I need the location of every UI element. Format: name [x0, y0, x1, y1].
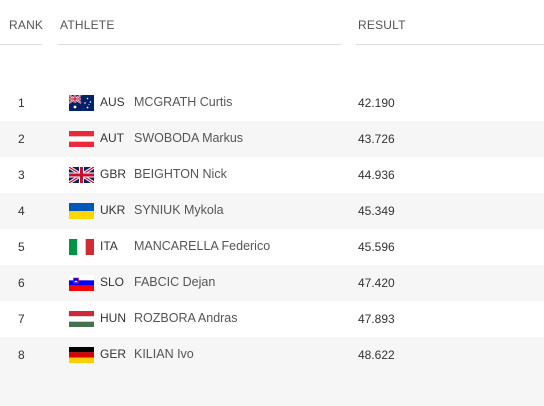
- rank-cell: 4: [18, 204, 25, 218]
- country-code: AUS: [100, 95, 125, 109]
- country-code: GER: [100, 347, 127, 361]
- result-cell: 47.893: [358, 312, 395, 326]
- result-cell: 45.349: [358, 204, 395, 218]
- athlete-column-header: ATHLETE: [60, 18, 115, 32]
- australia-flag-icon: [69, 95, 94, 111]
- results-table-header: RANK ATHLETE RESULT: [0, 0, 544, 46]
- athlete-name[interactable]: BEIGHTON Nick: [134, 167, 227, 181]
- country-code: AUT: [100, 131, 124, 145]
- table-row: 3 GBR BEIGHTON Nick 44.936: [0, 157, 544, 193]
- rank-cell: 8: [18, 348, 25, 362]
- table-row: 4 UKR SYNIUK Mykola 45.349: [0, 193, 544, 229]
- country-code: UKR: [100, 203, 126, 217]
- result-cell: 43.726: [358, 132, 395, 146]
- table-row: 8 GER KILIAN Ivo 48.622: [0, 337, 544, 373]
- result-cell: 48.622: [358, 348, 395, 362]
- rank-column-header: RANK: [9, 18, 44, 32]
- athlete-name[interactable]: SWOBODA Markus: [134, 131, 244, 145]
- rank-cell: 5: [18, 240, 25, 254]
- athlete-name[interactable]: MANCARELLA Federico: [134, 239, 271, 253]
- italy-flag-icon: [69, 239, 94, 255]
- germany-flag-icon: [69, 347, 94, 363]
- rank-cell: 2: [18, 132, 25, 146]
- country-code: GBR: [100, 167, 127, 181]
- athlete-header-divider: [58, 44, 341, 45]
- austria-flag-icon: [69, 131, 94, 147]
- table-footer-band: [0, 373, 544, 406]
- great-britain-flag-icon: [69, 167, 94, 183]
- country-code: HUN: [100, 311, 126, 325]
- table-row: 2 AUT SWOBODA Markus 43.726: [0, 121, 544, 157]
- country-code: SLO: [100, 275, 125, 289]
- result-cell: 42.190: [358, 96, 395, 110]
- result-cell: 44.936: [358, 168, 395, 182]
- table-row: 1 AUS MCGRATH Curtis 42.190: [0, 85, 544, 121]
- athlete-name[interactable]: KILIAN Ivo: [134, 347, 194, 361]
- athlete-name[interactable]: SYNIUK Mykola: [134, 203, 224, 217]
- athlete-name[interactable]: MCGRATH Curtis: [134, 95, 233, 109]
- rank-cell: 1: [18, 96, 25, 110]
- table-row: 7 HUN ROZBORA Andras 47.893: [0, 301, 544, 337]
- hungary-flag-icon: [69, 311, 94, 327]
- athlete-name[interactable]: FABCIC Dejan: [134, 275, 216, 289]
- rank-header-divider: [0, 44, 42, 45]
- result-header-divider: [356, 44, 544, 45]
- rank-cell: 3: [18, 168, 25, 182]
- rank-cell: 6: [18, 276, 25, 290]
- result-cell: 45.596: [358, 240, 395, 254]
- rank-cell: 7: [18, 312, 25, 326]
- ukraine-flag-icon: [69, 203, 94, 219]
- result-cell: 47.420: [358, 276, 395, 290]
- slovenia-flag-icon: [69, 275, 94, 291]
- country-code: ITA: [100, 239, 118, 253]
- table-row: 5 ITA MANCARELLA Federico 45.596: [0, 229, 544, 265]
- athlete-name[interactable]: ROZBORA Andras: [134, 311, 238, 325]
- result-column-header: RESULT: [358, 18, 406, 32]
- table-row: 6 SLO FABCIC Dejan 47.420: [0, 265, 544, 301]
- results-table-body: 1 AUS MCGRATH Curtis 42.190: [0, 85, 544, 373]
